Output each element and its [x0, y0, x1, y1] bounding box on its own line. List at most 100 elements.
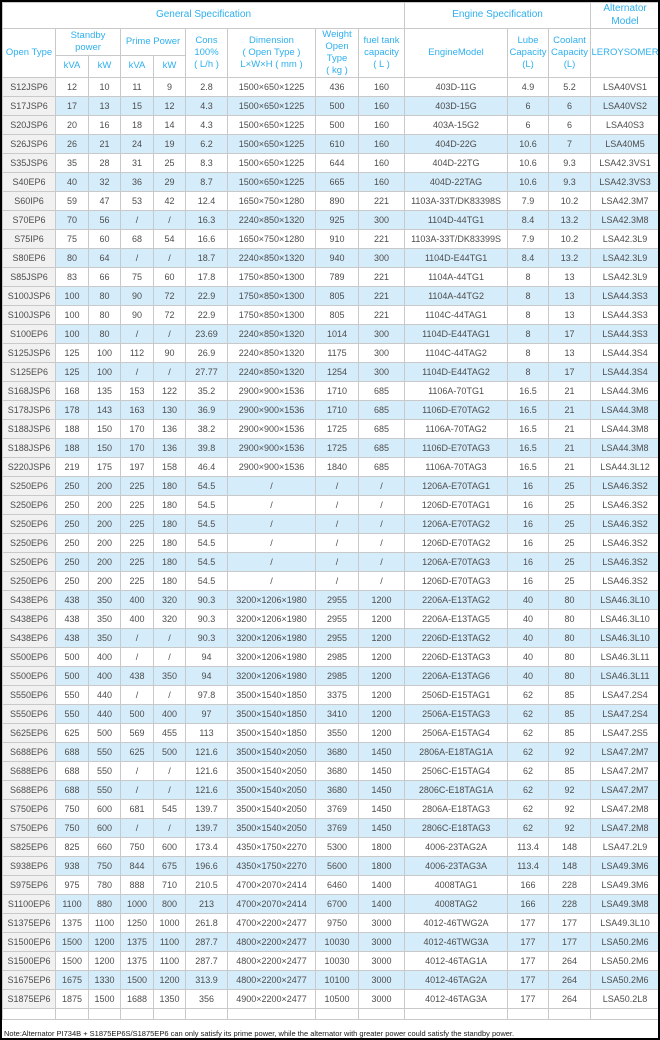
spec-cell: 23.69 [185, 323, 228, 344]
spec-cell: 54.5 [185, 494, 228, 515]
model-link[interactable]: S975EP6 [2, 874, 56, 895]
model-link[interactable]: S250EP6 [2, 570, 56, 591]
table-row: S250EP6 250 200 225 180 54.5///1206A-E70TAG3 1… [2, 551, 658, 572]
spec-cell: 1450 [357, 779, 406, 800]
model-link[interactable]: S188JSP6 [2, 418, 56, 439]
spec-cell: 148 [548, 855, 592, 876]
model-link[interactable]: S1375EP6 [2, 912, 56, 933]
model-link[interactable]: S550EP6 [2, 703, 56, 724]
spec-cell: 4.9 [507, 76, 550, 97]
model-link[interactable]: S17JSP6 [2, 95, 56, 116]
spec-cell: 1375 [120, 950, 154, 971]
model-link[interactable]: S500EP6 [2, 646, 56, 667]
spec-cell: 300 [357, 342, 406, 363]
spec-cell: 1725 [315, 437, 359, 458]
spec-cell: 72 [153, 285, 186, 306]
model-link[interactable]: S1675EP6 [2, 969, 56, 990]
model-link[interactable]: S40EP6 [2, 171, 56, 192]
model-link[interactable]: S438EP6 [2, 627, 56, 648]
model-link[interactable]: S85JSP6 [2, 266, 56, 287]
spec-cell: 500 [55, 646, 89, 667]
model-link[interactable]: S80EP6 [2, 247, 56, 268]
spec-cell: 4012-46TAG1A [404, 950, 509, 971]
model-link[interactable]: S12JSP6 [2, 76, 56, 97]
model-link[interactable]: S20JSP6 [2, 114, 56, 135]
spec-cell: 250 [55, 494, 89, 515]
spec-cell: 4800×2200×2477 [227, 931, 316, 952]
spec-cell: 3200×1206×1980 [227, 589, 316, 610]
model-link[interactable]: S1500EP6 [2, 931, 56, 952]
table-row: S100EP6 100 80//23.69 2240×850×1320 1014 300 1… [2, 323, 658, 344]
model-link[interactable]: S250EP6 [2, 475, 56, 496]
model-link[interactable]: S825EP6 [2, 836, 56, 857]
spec-cell: 3500×1540×1850 [227, 722, 316, 743]
model-link[interactable]: S688EP6 [2, 760, 56, 781]
spec-cell: 660 [88, 836, 121, 857]
spec-cell: / [315, 513, 359, 534]
model-link[interactable]: S250EP6 [2, 513, 56, 534]
model-link[interactable]: S100EP6 [2, 323, 56, 344]
model-link[interactable]: S60IP6 [2, 190, 56, 211]
spec-cell: 2240×850×1320 [227, 342, 316, 363]
model-link[interactable]: S188JSP6 [2, 437, 56, 458]
spec-cell: 1206A-E70TAG2 [404, 513, 509, 534]
model-link[interactable]: S220JSP6 [2, 456, 56, 477]
spec-cell: 10500 [315, 988, 359, 1009]
spec-cell: 1500 [88, 988, 121, 1009]
model-link[interactable]: S1875EP6 [2, 988, 56, 1009]
model-link[interactable]: S550EP6 [2, 684, 56, 705]
spec-cell: 54 [153, 228, 186, 249]
spec-cell: 1175 [315, 342, 359, 363]
model-link[interactable]: S250EP6 [2, 551, 56, 572]
model-link[interactable]: S70EP6 [2, 209, 56, 230]
spec-cell: 1103A-33T/DK83399S [404, 228, 509, 249]
spec-cell: 2240×850×1320 [227, 361, 316, 382]
spec-cell: 250 [55, 475, 89, 496]
model-link[interactable]: S26JSP6 [2, 133, 56, 154]
spec-cell: / [153, 627, 186, 648]
spec-cell: 1500×650×1225 [227, 76, 316, 97]
model-link[interactable]: S250EP6 [2, 494, 56, 515]
model-link[interactable]: S438EP6 [2, 608, 56, 629]
model-link[interactable]: S688EP6 [2, 779, 56, 800]
spec-cell: / [153, 209, 186, 230]
empty-cell [55, 1007, 89, 1020]
spec-cell: 28 [88, 152, 121, 173]
spec-cell: / [153, 247, 186, 268]
model-link[interactable]: S75IP6 [2, 228, 56, 249]
spec-cell: 136 [153, 418, 186, 439]
model-link[interactable]: S500EP6 [2, 665, 56, 686]
table-row: S1500EP6 1500 1200 1375 1100 287.7 4800×2200×2… [2, 950, 658, 971]
spec-cell: 2.8 [185, 76, 228, 97]
model-link[interactable]: S125JSP6 [2, 342, 56, 363]
spec-cell: 2240×850×1320 [227, 247, 316, 268]
model-link[interactable]: S250EP6 [2, 532, 56, 553]
table-row: S688EP6 688 550//121.6 3500×1540×2050 3680 14… [2, 760, 658, 781]
model-link[interactable]: S1100EP6 [2, 893, 56, 914]
spec-cell: LSA40VS2 [590, 95, 658, 116]
spec-cell: 173.4 [185, 836, 228, 857]
spec-cell: LSA47.2S5 [590, 722, 658, 743]
spec-cell: 404D-22TG [404, 152, 509, 173]
model-link[interactable]: S100JSP6 [2, 285, 56, 306]
model-link[interactable]: S938EP6 [2, 855, 56, 876]
table-row: S125JSP6 125 100 112 90 26.9 2240×850×1320 1175… [2, 342, 658, 363]
model-link[interactable]: S168JSP6 [2, 380, 56, 401]
model-link[interactable]: S750EP6 [2, 798, 56, 819]
table-row: S188JSP6 188 150 170 136 39.8 2900×900×1536 172… [2, 437, 658, 458]
model-link[interactable]: S125EP6 [2, 361, 56, 382]
model-link[interactable]: S625EP6 [2, 722, 56, 743]
spec-cell: 3500×1540×1850 [227, 684, 316, 705]
model-link[interactable]: S35JSP6 [2, 152, 56, 173]
spec-cell: 2955 [315, 608, 359, 629]
model-link[interactable]: S438EP6 [2, 589, 56, 610]
model-link[interactable]: S750EP6 [2, 817, 56, 838]
spec-cell: 38.2 [185, 418, 228, 439]
spec-cell: 196.6 [185, 855, 228, 876]
model-link[interactable]: S100JSP6 [2, 304, 56, 325]
model-link[interactable]: S178JSP6 [2, 399, 56, 420]
spec-cell: 225 [120, 475, 154, 496]
model-link[interactable]: S688EP6 [2, 741, 56, 762]
spec-cell: 200 [88, 513, 121, 534]
model-link[interactable]: S1500EP6 [2, 950, 56, 971]
